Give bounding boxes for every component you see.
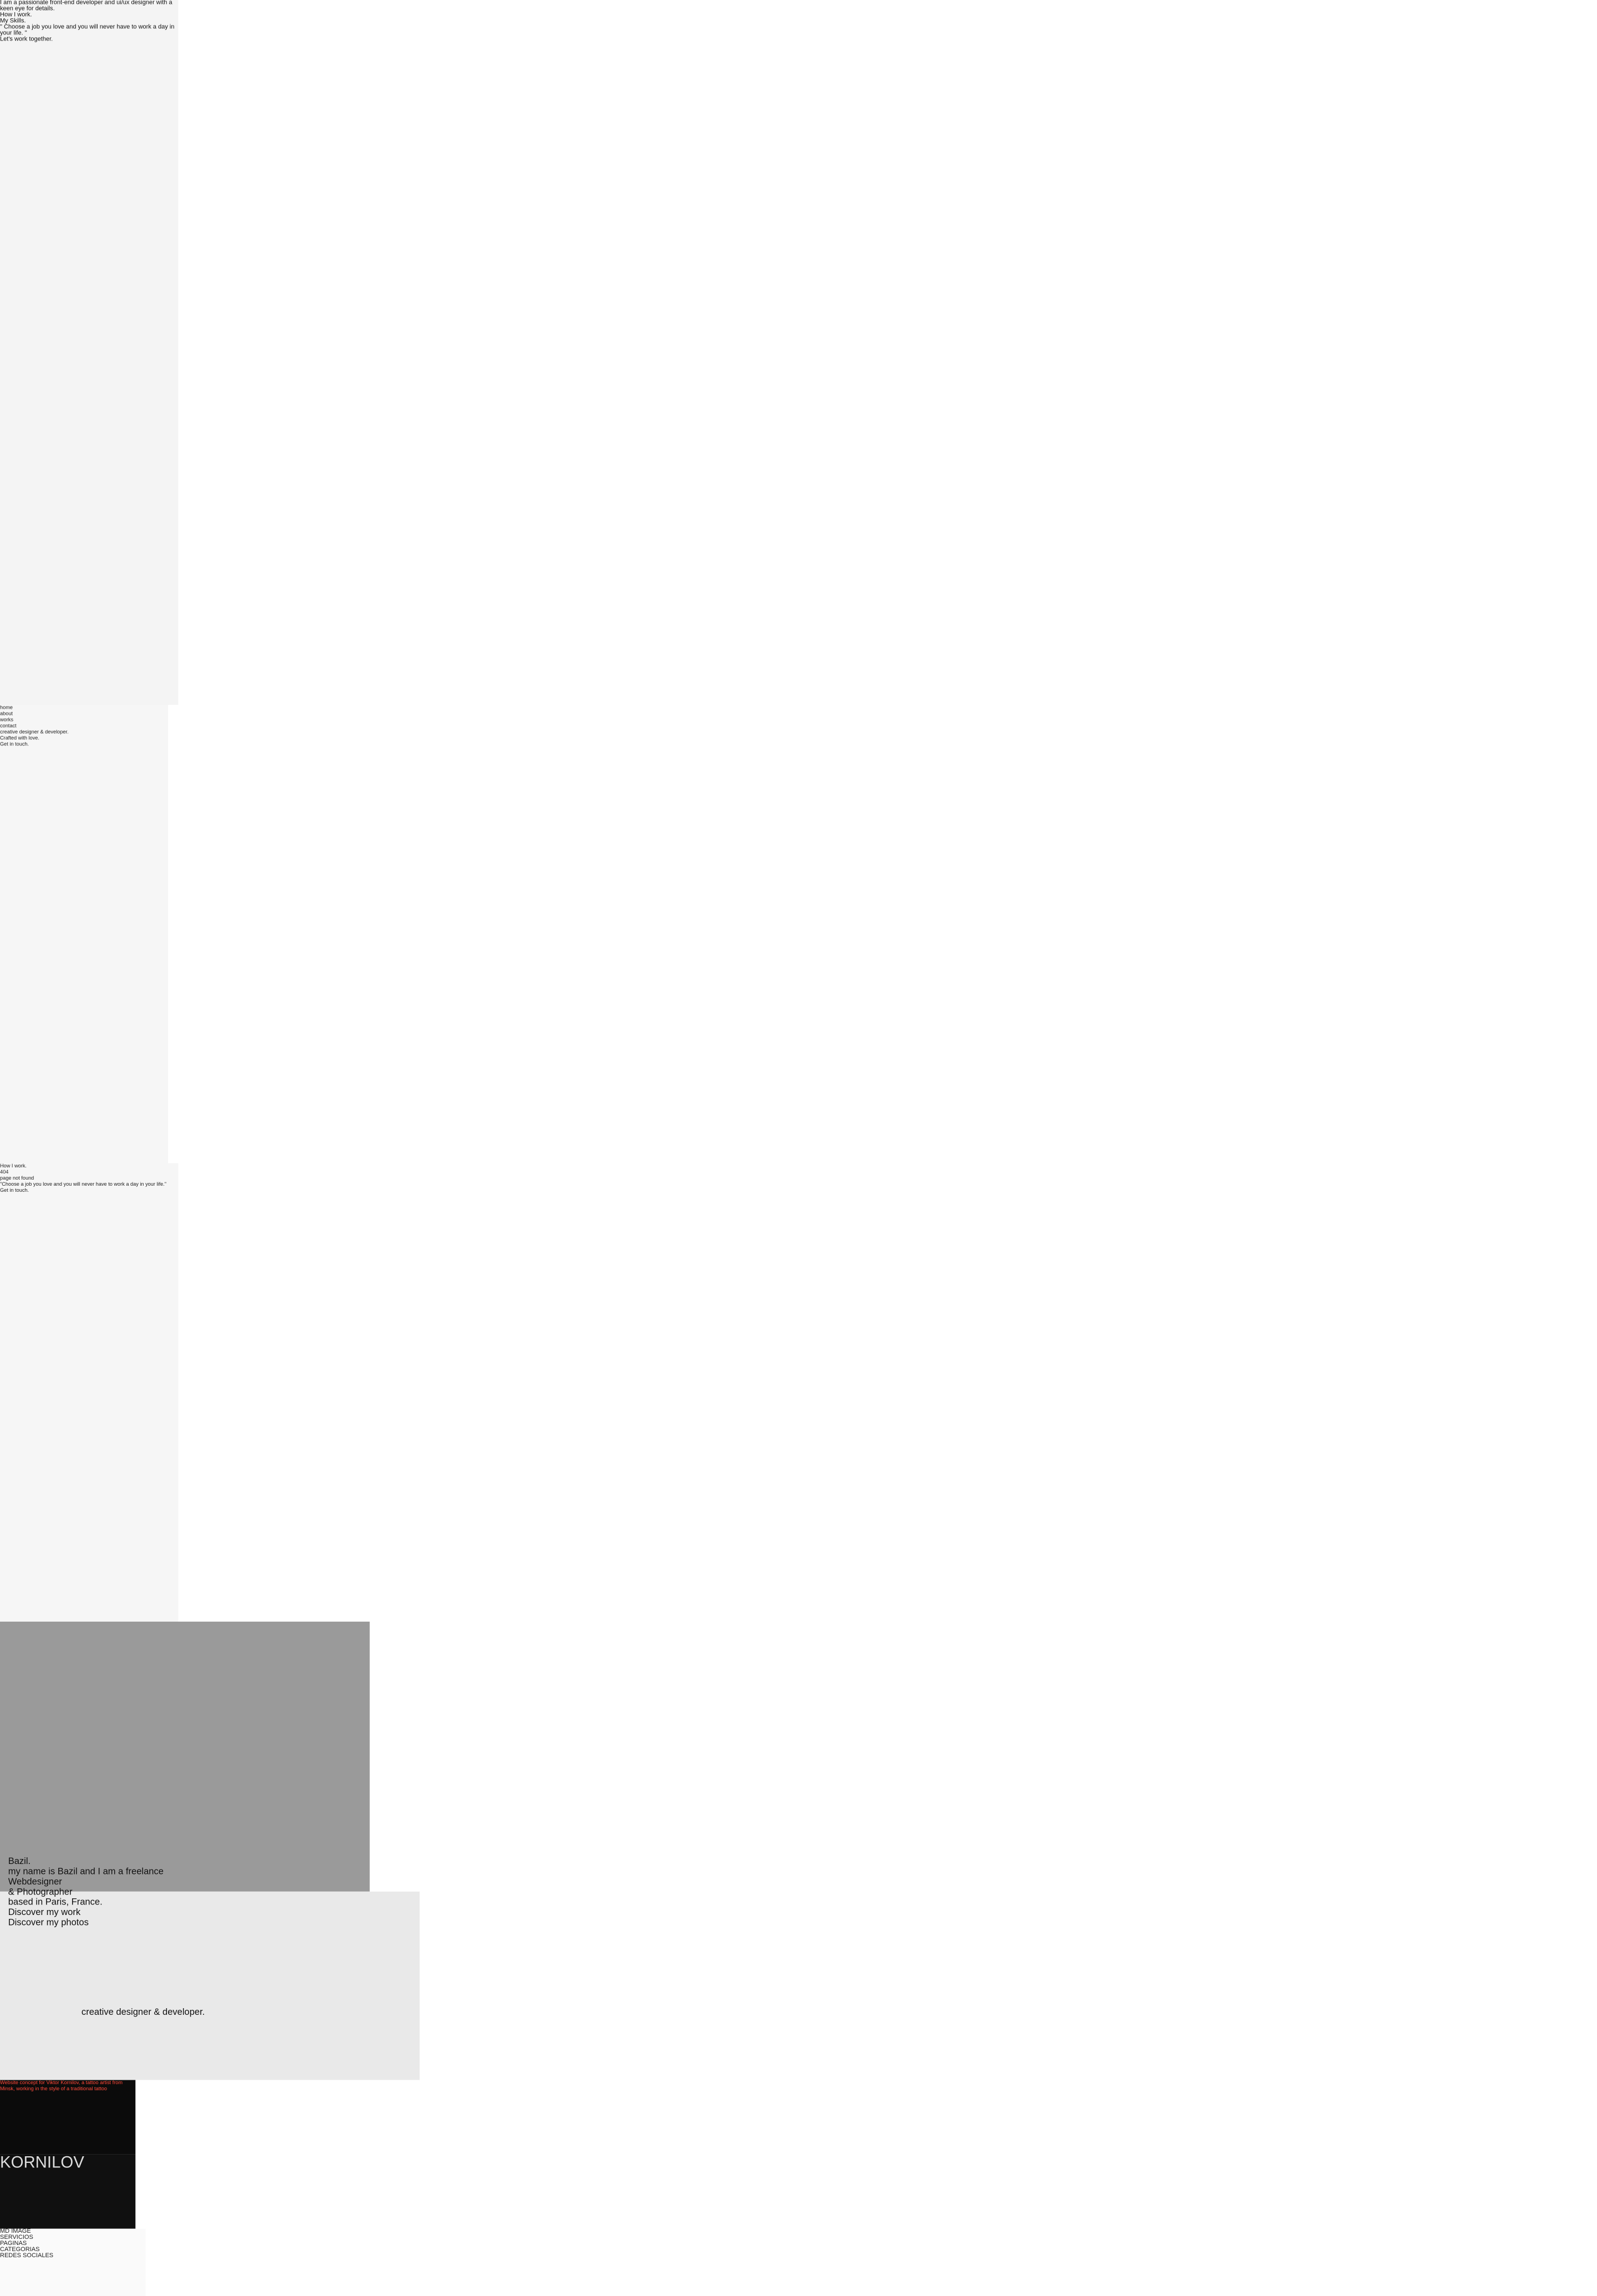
- tile-text: "Choose a job you love and you will neve…: [0, 1181, 167, 1188]
- tile-text: works: [0, 717, 13, 724]
- tile-text: Bazil.: [8, 1856, 31, 1866]
- screenshot-tile: How I work. 404 page not found "Choose a jo…: [0, 1163, 179, 1622]
- tile-text: SERVICIOS: [0, 2234, 33, 2241]
- screenshot-tile: KORNILOV: [0, 2154, 136, 2229]
- tile-text: How I work.: [0, 1163, 27, 1170]
- tile-text: contact: [0, 723, 17, 730]
- tile-text: Discover my photos: [8, 1917, 89, 1928]
- tile-text: " Choose a job you love and you will nev…: [0, 24, 175, 37]
- tile-text: about: [0, 711, 13, 718]
- screenshot-tile: I am a passionate front-end developer an…: [0, 0, 179, 705]
- tile-text: & Photographer: [8, 1886, 73, 1897]
- tile-text: Get in touch.: [0, 1187, 29, 1194]
- tile-text: based in Paris, France.: [8, 1896, 103, 1907]
- tile-text: Let's work together.: [0, 37, 53, 43]
- tile-text: Get in touch.: [0, 741, 29, 748]
- tile-text: PAGINAS: [0, 2241, 27, 2247]
- tile-text: Webdesigner: [8, 1876, 62, 1887]
- tile-text: My Skills.: [0, 18, 26, 25]
- tile-text: home: [0, 704, 13, 712]
- tile-text: my name is Bazil and I am a freelance: [8, 1866, 164, 1877]
- tile-text: Website concept for Viktor Kornilov, a t…: [0, 2080, 123, 2092]
- tile-text: creative designer & developer.: [81, 2007, 205, 2017]
- tile-text: Discover my work: [8, 1907, 81, 1917]
- card-frame: [8, 1622, 116, 1856]
- tile-text: How I work.: [0, 12, 32, 19]
- screenshot-tile: MD IMAGE SERVICIOS PAGINAS CATEGORIAS REDES …: [0, 2228, 146, 2296]
- tile-text: page not found: [0, 1175, 34, 1182]
- tile-text: I am a passionate front-end developer an…: [0, 0, 172, 13]
- tile-text: CATEGORIAS: [0, 2247, 40, 2253]
- screenshot-tile: home about works contact creative designer &…: [0, 704, 169, 1164]
- tile-text: creative designer & developer.: [0, 729, 69, 736]
- tile-text: Crafted with love.: [0, 735, 39, 742]
- moodboard: I am a passionate front-end developer an…: [0, 0, 420, 2259]
- tile-text: REDES SOCIALES: [0, 2253, 54, 2259]
- tile-text: 404: [0, 1169, 9, 1176]
- tile-text: KORNILOV: [0, 2154, 84, 2172]
- screenshot-tile: Website concept for Viktor Kornilov, a t…: [0, 2080, 136, 2155]
- screenshot-tile: Bazil. my name is Bazil and I am a freela…: [0, 1622, 370, 1927]
- tile-text: MD IMAGE: [0, 2228, 31, 2235]
